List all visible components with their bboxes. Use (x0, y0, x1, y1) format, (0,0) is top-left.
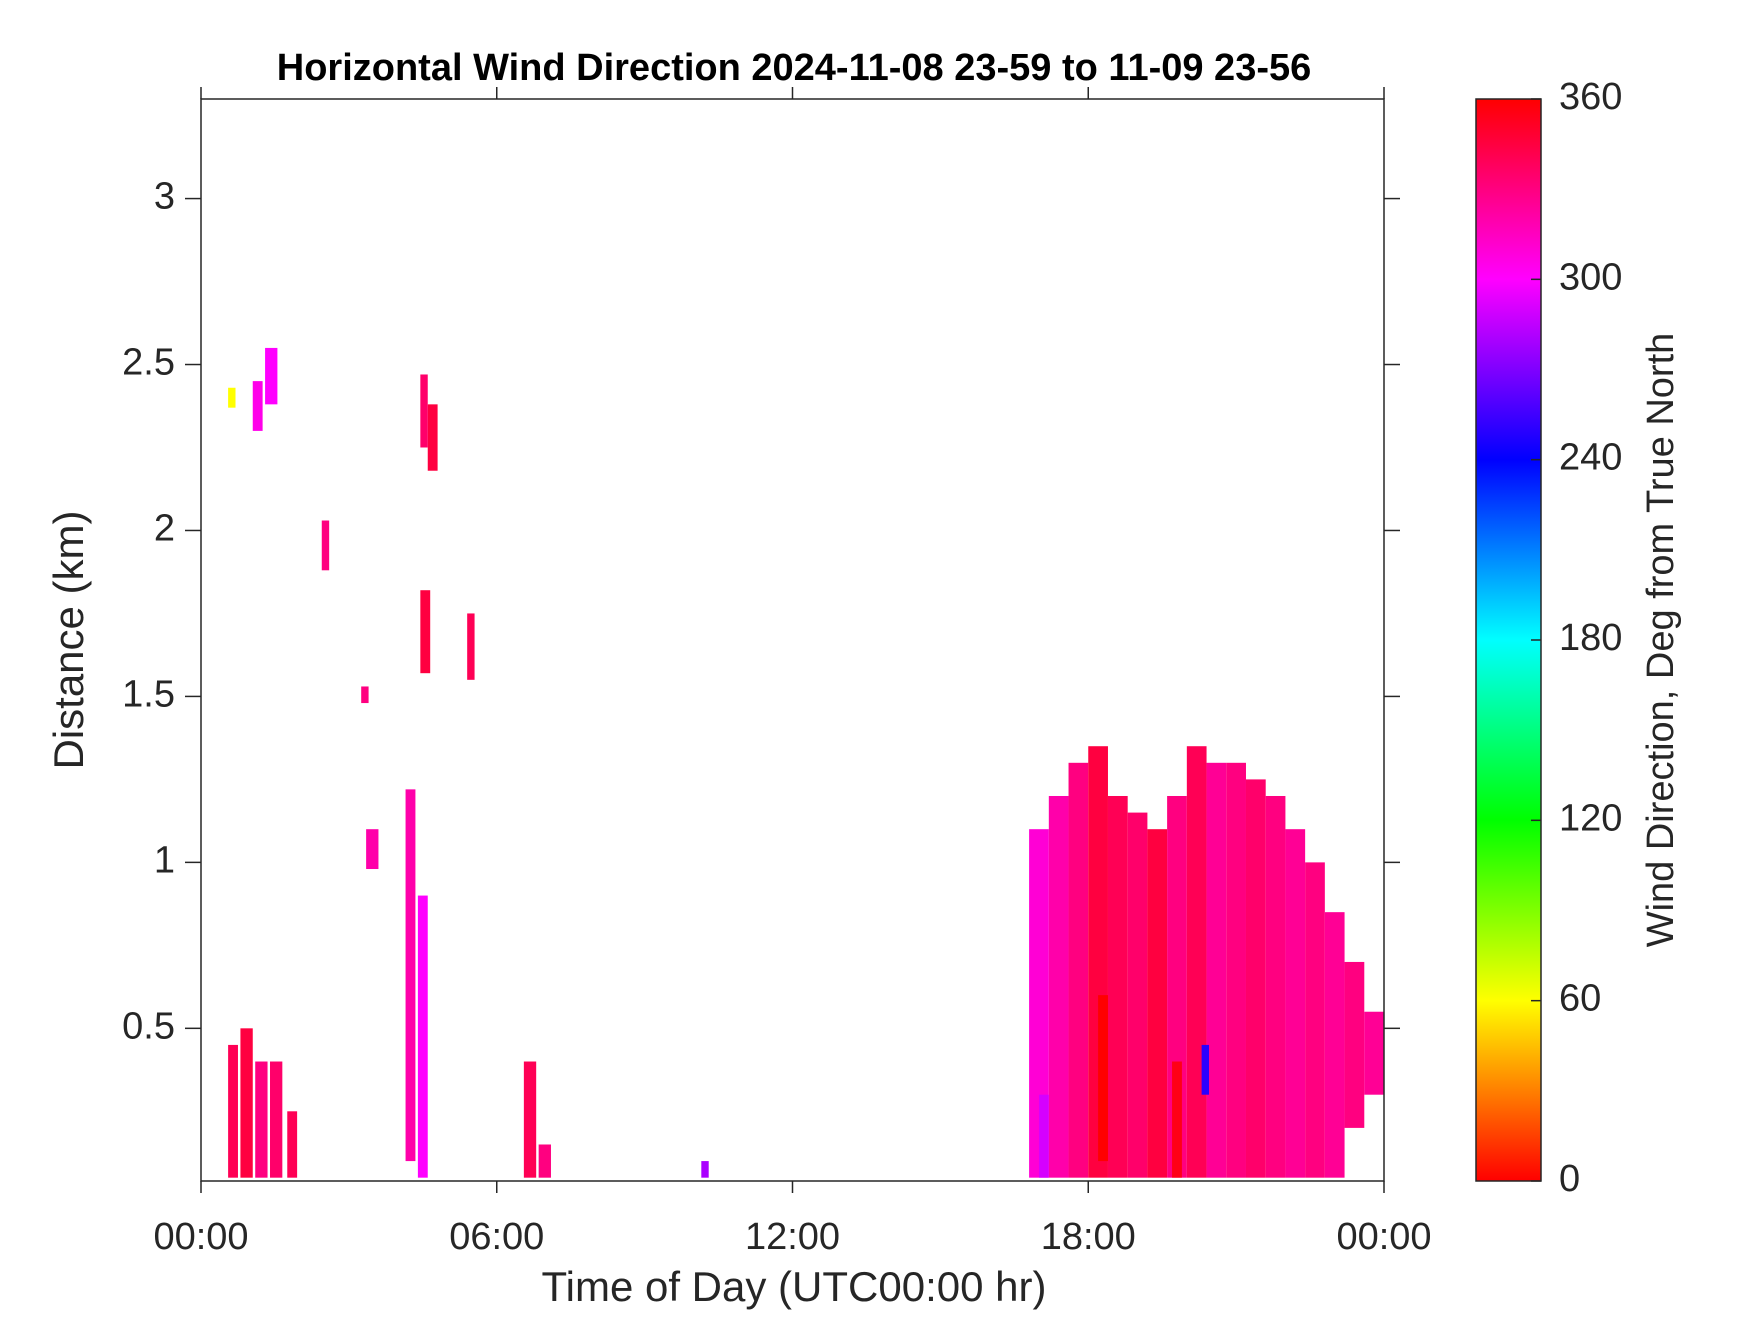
colorbar-tick-label: 300 (1559, 256, 1622, 298)
x-axis-label: Time of Day (UTC00:00 hr) (542, 1263, 1047, 1310)
y-axis-label: Distance (km) (45, 510, 92, 769)
heatmap-cell (538, 1144, 551, 1178)
y-tick-label: 1 (154, 839, 175, 881)
heatmap-cell (1305, 862, 1325, 1178)
heatmap-cell (240, 1028, 253, 1178)
heatmap-cell (265, 347, 278, 405)
x-tick-label: 06:00 (449, 1216, 544, 1258)
colorbar-tick-label: 240 (1559, 437, 1622, 479)
y-tick-label: 2.5 (122, 342, 175, 384)
heatmap-cell (420, 374, 428, 448)
colorbar-label: Wind Direction, Deg from True North (1640, 333, 1682, 948)
heatmap-cell (1186, 746, 1207, 1178)
colorbar (1475, 98, 1542, 1182)
heatmap-cell (1068, 762, 1089, 1178)
x-tick-label: 12:00 (745, 1216, 840, 1258)
heatmap-cell (228, 1044, 238, 1178)
y-tick-label: 1.5 (122, 673, 175, 715)
heatmap-cell (255, 1061, 268, 1178)
heatmap-cell (1098, 995, 1108, 1162)
heatmap-cell (1344, 961, 1365, 1128)
y-tick-label: 3 (154, 176, 175, 218)
heatmap-cell (287, 1111, 298, 1178)
x-tick-label: 00:00 (1336, 1216, 1431, 1258)
heatmap-cell (1226, 762, 1246, 1178)
heatmap-cell (1038, 1094, 1049, 1178)
heatmap-cell (701, 1161, 709, 1178)
heatmap-cell (405, 789, 416, 1162)
y-tick-label: 2 (154, 508, 175, 550)
heatmap-cell (523, 1061, 537, 1178)
heatmap-cell (1285, 829, 1306, 1178)
heatmap-cell (467, 613, 475, 680)
heatmap-cell (1048, 795, 1069, 1178)
y-tick-label: 0.5 (122, 1005, 175, 1047)
heatmap-cell (252, 381, 263, 431)
heatmap-cell (366, 829, 379, 870)
heatmap-cell (1107, 795, 1128, 1178)
colorbar-tick-label: 120 (1559, 797, 1622, 839)
heatmap-cell (1127, 812, 1148, 1178)
heatmap-cell (1364, 1011, 1384, 1095)
chart-title: Horizontal Wind Direction 2024-11-08 23-… (277, 47, 1312, 89)
heatmap-cell (1029, 829, 1049, 1178)
heatmap-cell (1245, 779, 1266, 1178)
colorbar-tick-label: 180 (1559, 617, 1622, 659)
colorbar-tick-label: 0 (1559, 1158, 1580, 1200)
heatmap-cell (270, 1061, 283, 1178)
heatmap-cell (1201, 1044, 1210, 1095)
heatmap-cell (420, 590, 431, 674)
x-tick-label: 18:00 (1041, 1216, 1136, 1258)
heatmap-cell (321, 520, 330, 571)
heatmap-cell (1265, 795, 1286, 1178)
colorbar-tick-label: 60 (1559, 978, 1601, 1020)
x-tick-label: 00:00 (153, 1216, 248, 1258)
heatmap-cell (228, 387, 236, 408)
heatmap-cell (1206, 762, 1227, 1178)
heatmap-cell (417, 895, 428, 1178)
colorbar-tick-label: 360 (1559, 76, 1622, 118)
heatmap-cell (1172, 1061, 1182, 1178)
heatmap-cell (1147, 829, 1168, 1178)
heatmap-cell (361, 686, 369, 704)
heatmap-cell (1324, 912, 1345, 1178)
heatmap-cell (427, 404, 438, 471)
